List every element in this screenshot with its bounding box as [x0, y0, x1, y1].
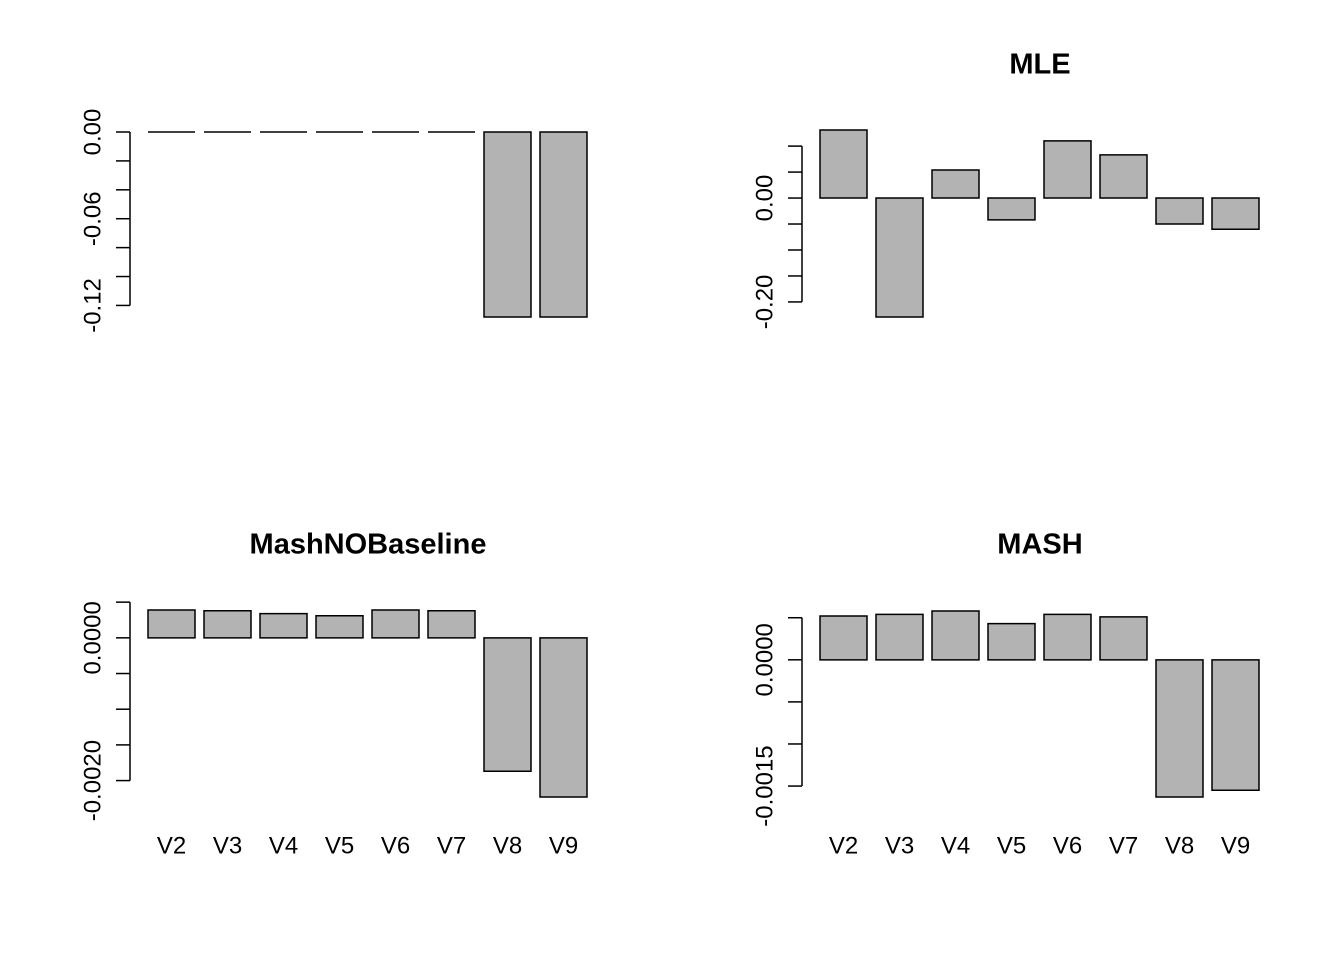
- y-tick-label: -0.12: [79, 278, 106, 333]
- y-tick-label: -0.0015: [751, 745, 778, 826]
- x-tick-label: V2: [829, 832, 858, 859]
- bar: [483, 131, 532, 318]
- bar: [931, 610, 980, 661]
- x-tick-label: V8: [1165, 832, 1194, 859]
- panel-title: MashNOBaseline: [250, 529, 487, 561]
- y-tick-label: 0.0000: [79, 601, 106, 674]
- bar: [931, 169, 980, 199]
- bar: [147, 609, 196, 639]
- x-tick-label: V5: [325, 832, 354, 859]
- bar: [1211, 659, 1260, 792]
- y-tick-label: -0.0020: [79, 740, 106, 821]
- x-tick-label: V6: [1053, 832, 1082, 859]
- panel-title: MLE: [1009, 49, 1070, 81]
- bar: [315, 614, 364, 639]
- x-tick-label: V4: [941, 832, 970, 859]
- x-tick-label: V4: [269, 832, 298, 859]
- bar: [987, 197, 1036, 221]
- bar: [1155, 659, 1204, 798]
- y-tick-label: 0.00: [79, 109, 106, 156]
- x-tick-label: V2: [157, 832, 186, 859]
- bar: [1155, 197, 1204, 225]
- x-tick-label: V3: [885, 832, 914, 859]
- bar: [1043, 613, 1092, 661]
- y-tick-label: -0.20: [751, 275, 778, 330]
- x-tick-label: V6: [381, 832, 410, 859]
- y-tick-label: 0.0000: [751, 623, 778, 696]
- bar: [1043, 140, 1092, 199]
- bar: [875, 613, 924, 661]
- x-tick-label: V5: [997, 832, 1026, 859]
- x-tick-label: V9: [1221, 832, 1250, 859]
- x-tick-label: V9: [549, 832, 578, 859]
- y-tick-label: -0.06: [79, 191, 106, 246]
- y-tick-label: 0.00: [751, 175, 778, 222]
- bar: [427, 609, 476, 639]
- bar: [539, 131, 588, 318]
- x-tick-label: V3: [213, 832, 242, 859]
- bar: [1211, 197, 1260, 230]
- bar: [987, 622, 1036, 661]
- bar: [1099, 154, 1148, 199]
- bar: [819, 615, 868, 661]
- bar: [483, 637, 532, 773]
- bar: [259, 612, 308, 639]
- bar: [1099, 616, 1148, 661]
- bar: [203, 609, 252, 639]
- bar: [371, 609, 420, 639]
- bar: [539, 637, 588, 798]
- x-tick-label: V8: [493, 832, 522, 859]
- x-tick-label: V7: [437, 832, 466, 859]
- bar: [875, 197, 924, 318]
- bar: [819, 129, 868, 199]
- panel-title: MASH: [997, 529, 1082, 561]
- x-tick-label: V7: [1109, 832, 1138, 859]
